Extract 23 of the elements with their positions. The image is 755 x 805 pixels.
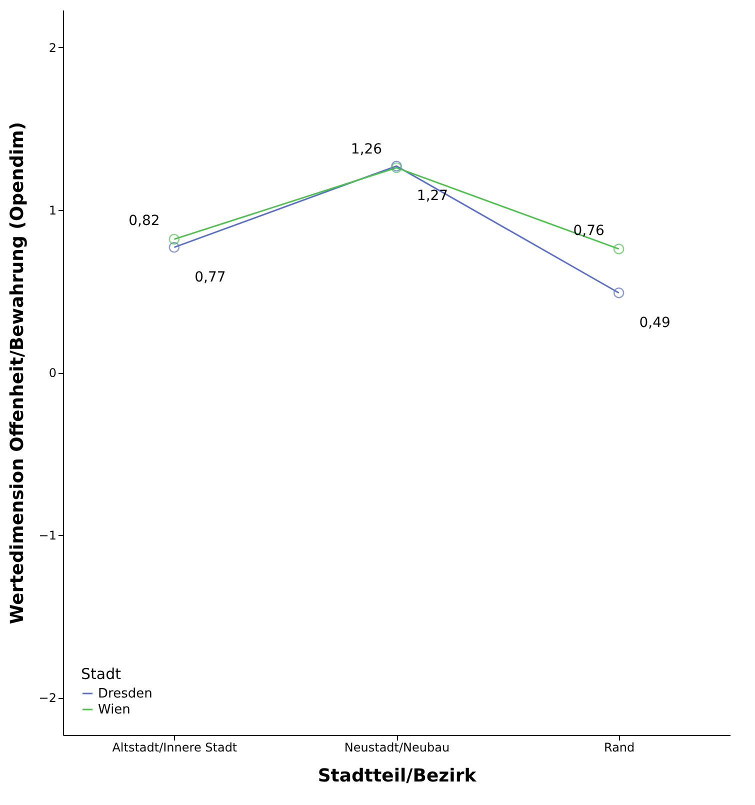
point: [613, 288, 624, 298]
data-label: 0,82: [128, 213, 160, 230]
data-label: 0,76: [573, 222, 605, 239]
y-tick-label: −1: [38, 528, 56, 543]
data-label: 1,26: [350, 142, 382, 158]
y-tick-label: 1: [48, 203, 56, 218]
legend-title: Stadt: [81, 665, 122, 683]
point: [168, 234, 180, 245]
legend-label: Wien: [98, 702, 130, 718]
point: [613, 244, 624, 254]
x-tick-label: Neustadt/Neubau: [344, 740, 450, 754]
data-label: 0,49: [639, 314, 670, 331]
y-tick-label: 2: [48, 40, 56, 55]
y-tick-label: 0: [48, 366, 56, 380]
x-tick-label: Rand: [604, 740, 635, 754]
data-label: 0,77: [194, 269, 226, 286]
point: [168, 242, 180, 253]
x-tick-label: Altstadt/Innere Stadt: [112, 740, 238, 754]
y-tick-label: −2: [38, 691, 56, 706]
x-axis-title: Stadtteil/Bezirk: [318, 766, 478, 786]
y-axis-title: Wertedimension Offenheit/Bewahrung (Opendim): [6, 122, 28, 624]
data-label: 1,27: [416, 188, 448, 204]
legend-label: Dresden: [98, 686, 152, 702]
